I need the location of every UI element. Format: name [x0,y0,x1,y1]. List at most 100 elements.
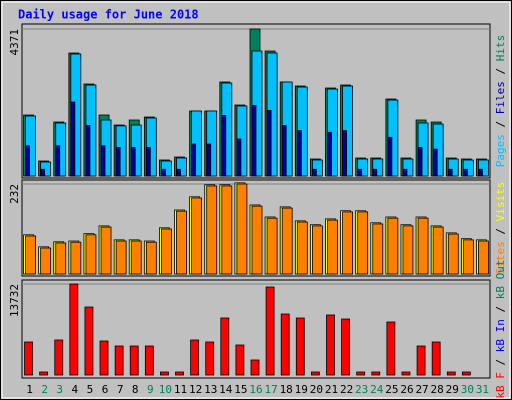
bar [84,306,94,376]
bar [191,110,203,177]
x-tick-label: 31 [476,383,489,396]
bar [327,219,338,275]
bar [296,221,308,275]
bar [265,286,275,376]
legend-separator: / [494,61,507,81]
x-tick-label: 18 [280,383,293,396]
bar [250,359,260,376]
bar [115,147,121,177]
bar [295,317,305,376]
x-tick-label: 19 [295,383,308,396]
bar [446,371,456,376]
x-tick-label: 5 [87,383,94,396]
bar [432,226,444,275]
bar [386,321,396,376]
bar [447,158,459,177]
x-tick-label: 2 [41,383,48,396]
bar [221,115,227,177]
bar [115,240,127,275]
bar [191,197,203,275]
x-tick-label: 27 [415,383,428,396]
x-tick-label: 29 [446,383,459,396]
bar [356,371,366,376]
x-tick-label: 13 [204,383,217,396]
legend-entry: Sites [494,241,507,274]
bar [281,207,293,275]
bar [100,145,106,177]
bar [402,158,414,177]
x-tick-label: 8 [132,383,139,396]
bar [206,185,218,275]
bar [387,136,393,177]
x-tick-label: 14 [219,383,233,396]
legend-entry: Visits [494,182,507,222]
bar [236,138,242,177]
x-tick-label: 15 [234,383,247,396]
x-tick-label: 21 [325,383,338,396]
x-tick-label: 11 [174,383,187,396]
bar [281,125,287,177]
bar [190,339,200,376]
bar [357,211,369,275]
bar [417,147,423,177]
bar [220,317,230,376]
bar [205,341,215,376]
bar [447,168,453,177]
bar [402,225,414,275]
legend-entry: Pages [494,134,507,167]
legend-separator: / [494,221,507,241]
bar [175,371,184,376]
bar [236,183,248,275]
x-tick-label: 10 [159,383,172,396]
legend-separator: / [494,299,507,319]
bar [70,241,82,275]
bar [160,371,169,376]
legend-entry: kB In [494,319,507,352]
bar [342,211,353,275]
x-tick-label: 23 [355,383,368,396]
bar [326,314,335,376]
bar [251,104,257,177]
legend-entry: kB F [494,372,507,399]
bar [402,168,408,177]
bar [372,158,384,177]
bar [39,371,49,376]
bar [447,233,459,275]
bar [25,235,36,275]
y-tick-label: 232 [8,184,21,204]
x-tick-label: 25 [385,383,398,396]
bar [357,168,363,177]
bar [296,130,302,177]
legend-entry: Files [494,81,507,114]
legend-separator: / [494,114,507,134]
bar [161,228,172,275]
x-tick-label: 26 [400,383,413,396]
bar [206,110,218,177]
x-tick-label: 22 [340,383,353,396]
bar [266,110,272,177]
x-tick-label: 7 [117,383,124,396]
bar [145,117,157,177]
bar [176,168,181,177]
x-tick-label: 16 [249,383,262,396]
bar [130,147,136,177]
x-tick-label: 9 [147,383,154,396]
legend-entry: kB Out [494,259,507,299]
bar [55,145,61,177]
bar [161,168,166,177]
bar [69,283,79,376]
bar [251,205,263,275]
x-tick-label: 24 [370,383,384,396]
bar [40,168,46,177]
bar [401,371,411,376]
bar [311,168,317,177]
bar [191,143,197,177]
y-tick-label: 13732 [8,284,21,317]
bar [70,101,76,177]
x-tick-label: 20 [310,383,323,396]
bar [416,345,426,376]
x-tick-label: 30 [461,383,474,396]
legend: kB F / kB In / kB Out [494,259,507,398]
bar [221,185,233,275]
bar [130,240,142,275]
